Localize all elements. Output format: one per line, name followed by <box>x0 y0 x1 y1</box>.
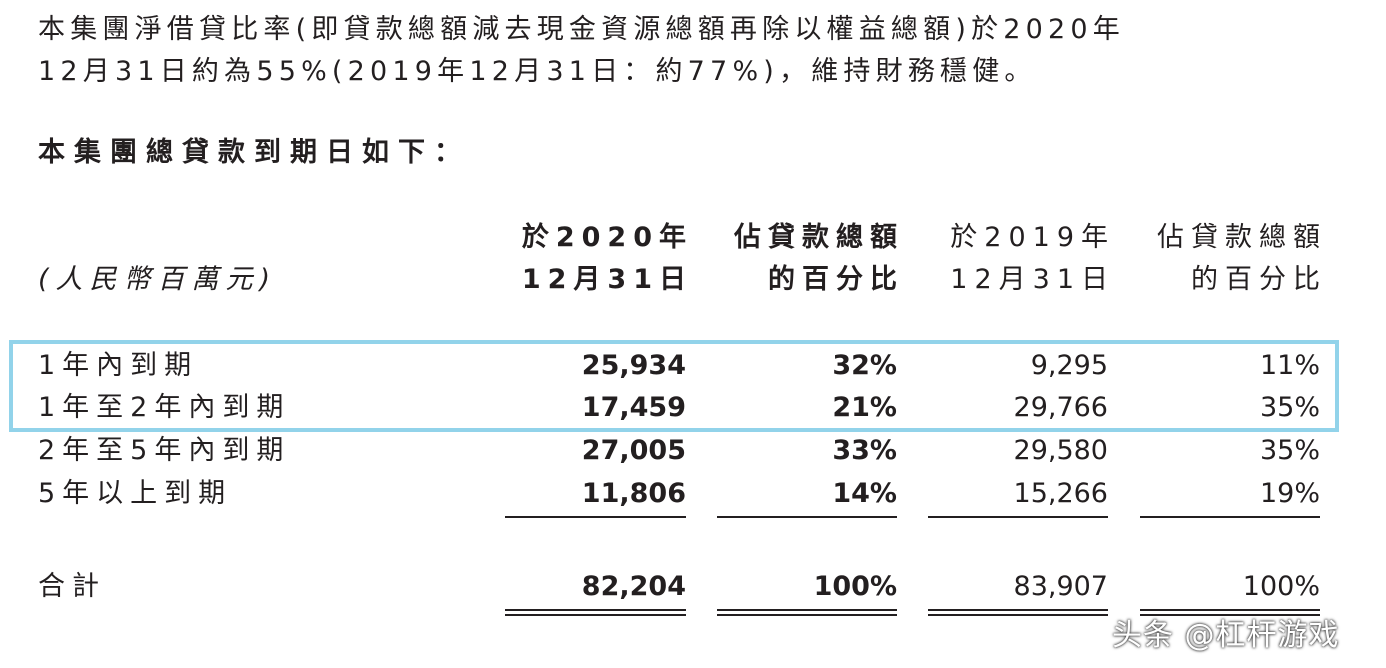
cell: 11,806 <box>581 478 686 509</box>
rule-line <box>1140 516 1320 518</box>
rule-line <box>505 609 686 611</box>
cell: 15,266 <box>1013 478 1108 509</box>
unit-label: (人民幣百萬元) <box>38 264 278 295</box>
cell: 35% <box>1259 435 1320 466</box>
total-cell: 100% <box>813 571 897 602</box>
highlight-box <box>9 340 1339 432</box>
column-header: 12月31日 <box>521 264 693 295</box>
total-cell: 100% <box>1242 571 1320 602</box>
rule-line <box>1140 609 1320 611</box>
rule-line <box>1140 614 1320 616</box>
rule-line <box>505 614 686 616</box>
rule-line <box>717 609 897 611</box>
cell: 35% <box>1259 392 1320 423</box>
row-label: 2年至5年內到期 <box>38 435 291 466</box>
cell: 9,295 <box>1030 350 1108 381</box>
rule-line <box>928 609 1108 611</box>
rule-line <box>928 614 1108 616</box>
column-header: 12月31日 <box>950 264 1115 295</box>
total-cell: 82,204 <box>581 571 686 602</box>
total-label: 合計 <box>38 571 106 602</box>
cell: 29,766 <box>1013 392 1108 423</box>
column-header: 佔貸款總額 <box>1157 222 1327 253</box>
cell: 21% <box>832 392 897 423</box>
rule-line <box>717 614 897 616</box>
paragraph-line: 12月31日約為55%(2019年12月31日：約77%)，維持財務穩健。 <box>38 56 1037 87</box>
rule-line <box>928 516 1108 518</box>
cell: 25,934 <box>581 350 686 381</box>
cell: 11% <box>1259 350 1320 381</box>
rule-line <box>505 516 686 518</box>
watermark: 头条 @杠杆游戏 <box>1112 618 1340 653</box>
paragraph-line: 本集團淨借貸比率(即貸款總額減去現金資源總額再除以權益總額)於2020年 <box>38 14 1125 45</box>
row-label: 5年以上到期 <box>38 478 233 509</box>
cell: 29,580 <box>1013 435 1108 466</box>
rule-line <box>717 516 897 518</box>
total-cell: 83,907 <box>1013 571 1108 602</box>
column-header: 於2020年 <box>521 222 693 253</box>
cell: 32% <box>832 350 897 381</box>
column-header: 的百分比 <box>768 264 904 295</box>
cell: 27,005 <box>581 435 686 466</box>
cell: 19% <box>1259 478 1320 509</box>
cell: 33% <box>832 435 897 466</box>
cell: 14% <box>832 478 897 509</box>
row-label: 1年內到期 <box>38 350 199 381</box>
cell: 17,459 <box>581 392 686 423</box>
column-header: 的百分比 <box>1191 264 1327 295</box>
heading: 本集團總貸款到期日如下： <box>38 137 470 168</box>
column-header: 佔貸款總額 <box>734 222 904 253</box>
column-header: 於2019年 <box>950 222 1115 253</box>
row-label: 1年至2年內到期 <box>38 392 291 423</box>
